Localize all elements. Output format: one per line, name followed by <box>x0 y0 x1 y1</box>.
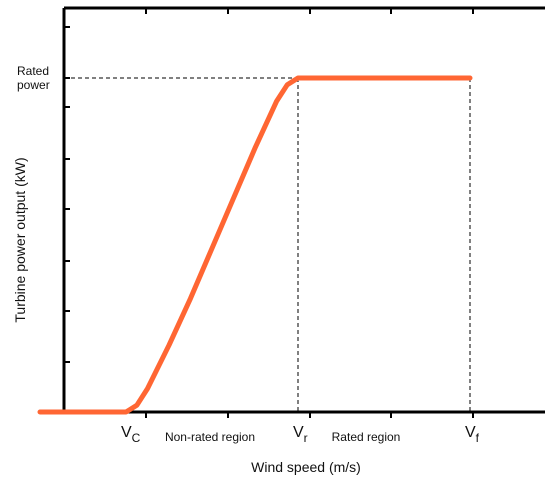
region-labels: Non-rated region Rated region <box>165 430 400 444</box>
vf-label: Vf <box>465 424 480 445</box>
rated-power-label-line1: Rated <box>17 64 49 78</box>
y-axis-title: Turbine power output (kW) <box>12 157 28 322</box>
power-curve-line <box>37 75 473 415</box>
non-rated-region-label: Non-rated region <box>165 430 255 444</box>
rated-power-label-line2: power <box>17 78 50 92</box>
x-marker-labels: VC Vr Vf <box>121 424 480 445</box>
axis-ticks <box>64 8 474 418</box>
vr-label: Vr <box>293 424 308 445</box>
vc-label: VC <box>121 424 141 445</box>
x-axis-title: Wind speed (m/s) <box>251 459 361 475</box>
guide-lines <box>64 77 471 412</box>
rated-region-label: Rated region <box>332 430 401 444</box>
